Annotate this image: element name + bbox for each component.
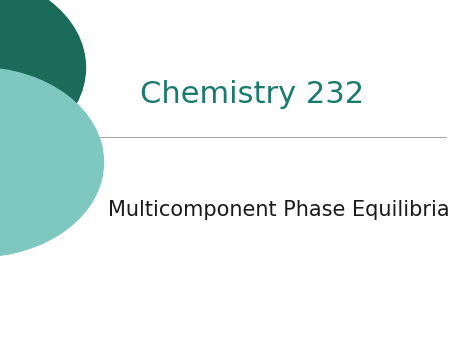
Text: Chemistry 232: Chemistry 232 bbox=[140, 80, 364, 109]
Circle shape bbox=[0, 68, 104, 257]
Circle shape bbox=[0, 0, 86, 162]
Text: Multicomponent Phase Equilibria: Multicomponent Phase Equilibria bbox=[108, 199, 450, 220]
